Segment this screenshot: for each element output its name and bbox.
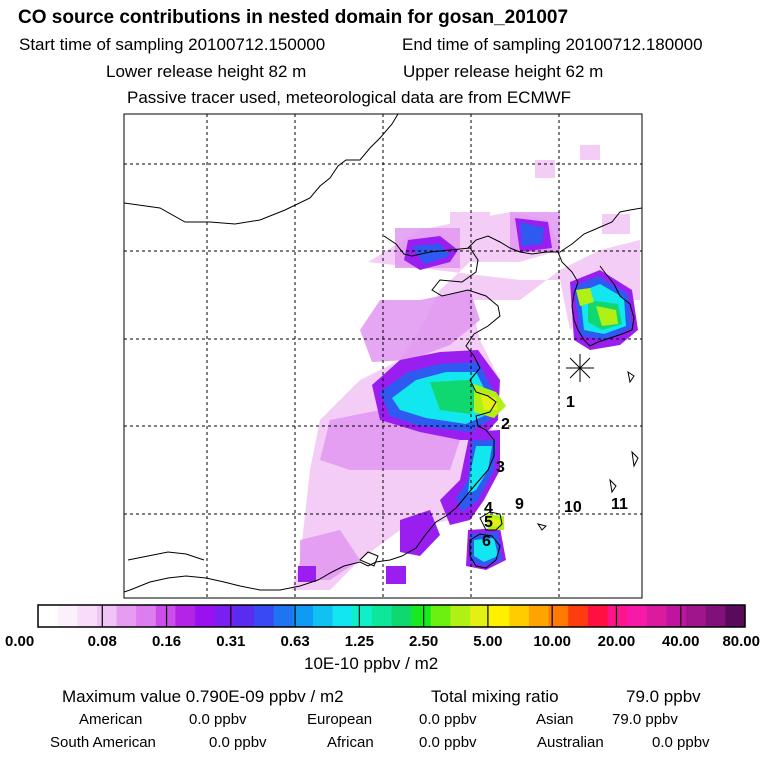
colorbar-cell [234,605,255,627]
colorbar-cell [568,605,589,627]
upper-release-label: Upper release height 62 m [403,62,604,81]
colorbar-tick-label: 0.63 [280,633,309,650]
australian-value: 0.0 ppbv [652,734,710,751]
colorbar-cell [509,605,530,627]
colorbar-tick-label: 40.00 [662,633,700,650]
station-label: 1 [566,394,575,411]
colorbar-cell [371,605,393,627]
colorbar-tick-label: 0.31 [216,633,245,650]
colorbar-cell [332,605,353,627]
colorbar-cell [470,605,491,627]
total-mixing-ratio-value: 79.0 ppbv [626,687,701,706]
station-labels: 1 2 3 4 5 6 9 10 11 [482,394,628,550]
colorbar-tick-label: 0.08 [88,633,117,650]
station-label: 3 [496,459,505,476]
south-american-label: South American [50,734,156,751]
colorbar-cells [38,605,746,627]
colorbar-cell [666,605,687,627]
colorbar-cell [607,605,628,627]
colorbar-frame [37,604,746,628]
station-label: 11 [611,496,628,513]
station-label: 4 [484,500,493,517]
south-american-value: 0.0 ppbv [209,734,267,751]
colorbar-cell [195,605,216,627]
colorbar-cell [38,605,59,627]
european-value: 0.0 ppbv [419,711,477,728]
colorbar-cell [489,605,510,627]
colorbar-cell [528,605,550,627]
colorbar-cell [352,605,373,627]
tracer-note: Passive tracer used, meteorological data… [127,88,572,107]
plot-title: CO source contributions in nested domain… [18,7,569,28]
colorbar-cell [136,605,157,627]
colorbar-tick-label: 0.00 [5,633,34,650]
colorbar-tick-label: 1.25 [345,633,374,650]
colorbar-cell [411,605,432,627]
total-mixing-ratio-label: Total mixing ratio [431,687,559,706]
colorbar-tick-labels: 0.00 0.08 0.16 0.31 0.63 1.25 2.50 5.00 10.00 20.… [5,633,760,650]
colorbar-cell [430,605,452,627]
colorbar-cell [391,605,412,627]
colorbar-cell [548,605,569,627]
concentration-field [292,145,640,590]
station-label: 2 [501,416,510,433]
station-label: 9 [515,496,524,513]
asian-label: Asian [536,711,574,728]
colorbar-cell [450,605,471,627]
colorbar-cell [77,605,98,627]
colorbar-tick-label: 80.00 [722,633,760,650]
asian-value: 79.0 ppbv [612,711,678,728]
colorbar-cell [293,605,314,627]
colorbar-cell [57,605,78,627]
colorbar-cell [273,605,294,627]
american-label: American [79,711,143,728]
map-frame [123,113,643,599]
receptor-marker-icon [566,354,594,382]
colorbar-cell [705,605,726,627]
african-value: 0.0 ppbv [419,734,477,751]
colorbar-tick-label: 5.00 [473,633,502,650]
colorbar-tick-label: 2.50 [409,633,438,650]
colorbar-cell [627,605,648,627]
australian-label: Australian [537,734,604,751]
colorbar-cell [116,605,137,627]
colorbar-cell [587,605,609,627]
colorbar-cell [175,605,196,627]
african-label: African [327,734,374,751]
colorbar-cell [686,605,707,627]
american-value: 0.0 ppbv [189,711,247,728]
map-grid [124,114,642,598]
end-time-label: End time of sampling 20100712.180000 [402,35,703,54]
colorbar-cell [96,605,118,627]
colorbar-unit-label: 10E-10 ppbv / m2 [304,654,439,673]
european-label: European [307,711,373,728]
colorbar-cell [254,605,275,627]
colorbar-cell [214,605,235,627]
lower-release-label: Lower release height 82 m [106,62,307,81]
colorbar-tick-label: 10.00 [533,633,571,650]
coastlines [124,114,642,593]
maximum-value-label: Maximum value 0.790E-09 ppbv / m2 [62,687,344,706]
station-label: 10 [564,499,582,516]
colorbar-tick-label: 20.00 [598,633,636,650]
colorbar-tick-label: 0.16 [152,633,181,650]
colorbar-cell [725,605,746,627]
colorbar-cell [646,605,668,627]
station-label: 5 [484,514,493,531]
station-label: 6 [482,533,491,550]
colorbar-cell [312,605,334,627]
start-time-label: Start time of sampling 20100712.150000 [19,35,326,54]
